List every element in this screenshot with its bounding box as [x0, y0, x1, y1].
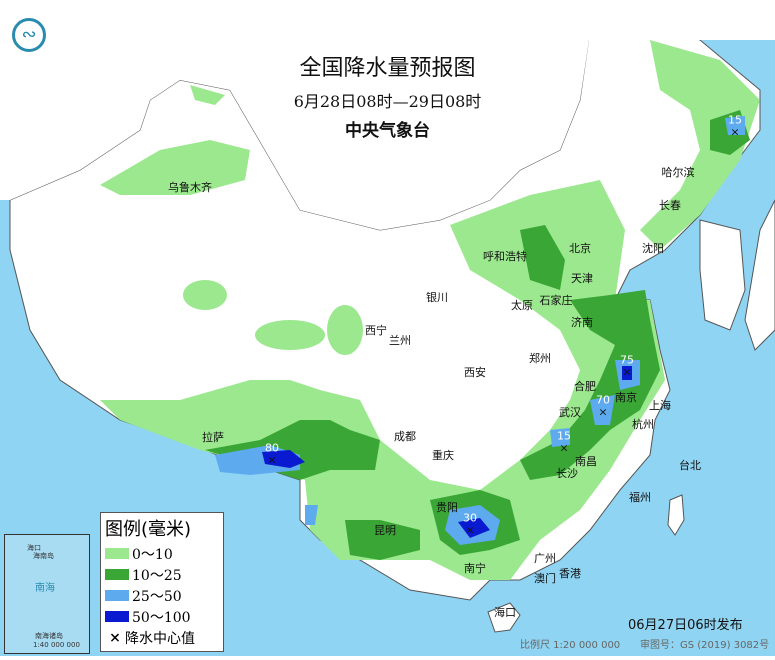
city-label: 呼和浩特 — [483, 250, 527, 263]
rain-center-value: 30 — [463, 511, 477, 525]
publish-time: 06月27日06时发布 — [628, 618, 743, 633]
rain-0-10 — [100, 180, 665, 580]
city-label: 石家庄 — [539, 294, 573, 307]
legend-label: 50～100 — [132, 609, 191, 626]
legend-item: 10～25 — [105, 564, 219, 585]
inset-label: 海口 — [27, 544, 41, 552]
city-label: 海口 — [494, 606, 516, 619]
scale-text: 比例尺 1:20 000 000 — [520, 640, 621, 651]
agency: 中央气象台 — [345, 121, 430, 141]
rain-center-value: 70 — [596, 393, 610, 407]
city-label: 南京 — [615, 391, 637, 404]
map-title: 全国降水量预报图 — [299, 56, 476, 81]
city-label: 哈尔滨 — [661, 166, 695, 179]
city-label: 西安 — [464, 366, 486, 379]
city-label: 太原 — [511, 299, 533, 312]
inset-label: 南海诸岛 — [35, 632, 63, 640]
rain-center-marker-icon: × — [267, 453, 277, 467]
legend: 图例(毫米) 0～10 10～25 25～50 50～100 × 降水中心值 — [100, 512, 224, 652]
rain-center-marker-icon: × — [559, 441, 569, 455]
city-label: 沈阳 — [642, 242, 664, 255]
city-label: 成都 — [394, 430, 416, 443]
swatch — [105, 590, 129, 601]
city-label: 南昌 — [575, 455, 597, 468]
legend-label: 25～50 — [132, 588, 182, 605]
legend-label: 10～25 — [132, 567, 182, 584]
city-label: 福州 — [629, 491, 651, 504]
city-label: 杭州 — [632, 418, 654, 431]
inset-scale: 1:40 000 000 — [33, 641, 80, 649]
swatch — [105, 548, 129, 559]
city-label: 拉萨 — [202, 431, 224, 444]
city-label: 郑州 — [529, 352, 551, 365]
city-label: 合肥 — [574, 380, 596, 393]
review-number: 审图号：GS (2019) 3082号 — [640, 640, 770, 651]
city-label: 兰州 — [389, 334, 411, 347]
rain-center-value: 15 — [557, 429, 571, 443]
south-china-sea-inset: 南海 南海诸岛 1:40 000 000 海口 海南岛 — [4, 534, 90, 654]
rain-10-25 — [205, 110, 750, 560]
rain-center-value: 75 — [620, 353, 634, 367]
legend-label: 0～10 — [132, 546, 173, 563]
city-label: 重庆 — [432, 449, 454, 462]
city-label: 长春 — [659, 199, 681, 212]
city-label: 香港 — [559, 567, 581, 580]
inset-label: 海南岛 — [33, 552, 54, 560]
japan-fragment — [744, 199, 775, 351]
forecast-period: 6月28日08时—29日08时 — [293, 92, 482, 111]
city-label: 西宁 — [365, 324, 387, 337]
swatch — [105, 569, 129, 580]
rain-center-value: 15 — [728, 113, 742, 127]
city-label: 天津 — [571, 272, 593, 285]
legend-item: 50～100 — [105, 606, 219, 627]
city-label: 银川 — [426, 291, 448, 304]
city-label: 上海 — [649, 399, 671, 412]
legend-title: 图例(毫米) — [105, 519, 192, 540]
city-label: 昆明 — [374, 524, 396, 537]
city-label: 济南 — [571, 316, 593, 329]
city-label: 广州 — [534, 552, 556, 565]
korea — [699, 219, 746, 331]
legend-label: 降水中心值 — [125, 630, 195, 647]
rain-center-marker-icon: × — [598, 405, 608, 419]
city-label: 贵阳 — [436, 501, 458, 514]
city-label: 长沙 — [556, 467, 578, 480]
city-label: 澳门 — [534, 572, 556, 585]
rain-center-value: 80 — [265, 441, 279, 455]
legend-item: 25～50 — [105, 585, 219, 606]
city-label: 北京 — [569, 242, 591, 255]
city-label: 台北 — [679, 459, 701, 472]
swatch — [105, 611, 129, 622]
cross-icon: × — [109, 629, 121, 646]
logo: ∾ — [12, 18, 46, 52]
city-label: 乌鲁木齐 — [168, 181, 212, 194]
legend-item: × 降水中心值 — [105, 627, 219, 648]
city-label: 南宁 — [464, 562, 486, 575]
rain-center-marker-icon: × — [465, 523, 475, 537]
taiwan — [667, 494, 685, 536]
inset-label: 南海 — [35, 583, 55, 594]
city-label: 武汉 — [559, 406, 581, 419]
legend-item: 0～10 — [105, 543, 219, 564]
hainan — [487, 602, 521, 633]
rain-center-marker-icon: × — [622, 365, 632, 379]
rain-center-marker-icon: × — [730, 125, 740, 139]
